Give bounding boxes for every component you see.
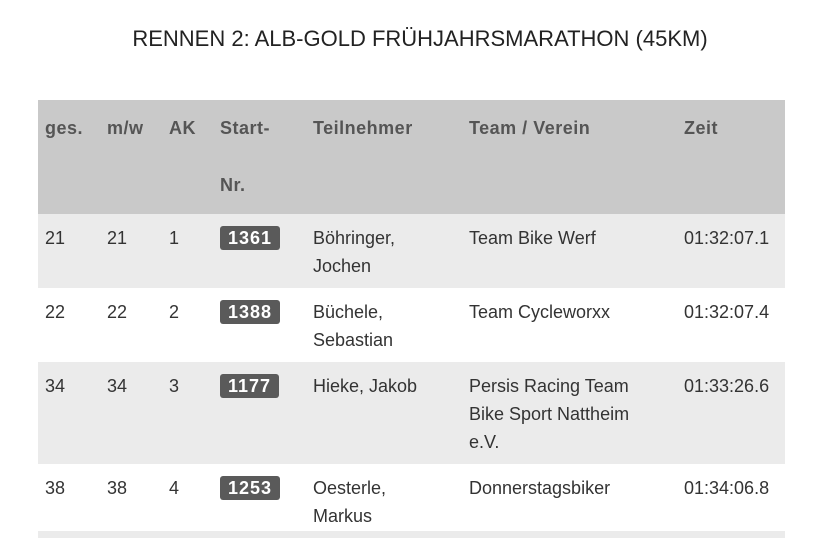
cell: 1 <box>162 214 213 288</box>
cell-text: Team Cycleworxx <box>469 302 611 322</box>
header-row: ges. m/w AK Start-Nr. Teilnehmer Team / Verei… <box>38 100 785 214</box>
column-header: Teilnehmer <box>306 100 462 214</box>
cell-text: Oesterle, Markus <box>313 478 387 526</box>
cell-text: 01:33:26.6 <box>684 376 770 396</box>
cell: 4 <box>162 464 213 538</box>
cell: 22 <box>100 288 162 362</box>
cell: 01:32:07.1 <box>677 214 785 288</box>
column-header: AK <box>162 100 213 214</box>
cell: 01:34:06.8 <box>677 464 785 538</box>
result-row: 38 38 4 1253 Oesterle, Markus Donnerstagsbike… <box>38 464 785 538</box>
header-text: Zeit <box>684 118 719 138</box>
cell-text: 2 <box>169 302 180 322</box>
cell-text: 21 <box>107 228 128 248</box>
cell: Oesterle, Markus <box>306 464 462 538</box>
start-number: 1253 <box>220 476 281 500</box>
cell-text: Donnerstagsbiker <box>469 478 611 498</box>
start-number: 1388 <box>220 300 281 324</box>
cell: 22 <box>38 288 100 362</box>
cell-text: Büchele, Sebastian <box>313 302 394 350</box>
column-header: Start-Nr. <box>213 100 306 214</box>
results-table: ges. m/w AK Start-Nr. Teilnehmer Team / Verei… <box>38 100 785 538</box>
cell: 3 <box>162 362 213 464</box>
cell: Team Cycleworxx <box>462 288 677 362</box>
cell-text: 22 <box>45 302 66 322</box>
cell: 38 <box>38 464 100 538</box>
cell-text: Hieke, Jakob <box>313 376 418 396</box>
header-text: Start-Nr. <box>220 118 271 195</box>
start-number: 1361 <box>220 226 281 250</box>
cell-text: 38 <box>107 478 128 498</box>
cell-text: 01:32:07.1 <box>684 228 770 248</box>
next-row <box>38 531 785 538</box>
start-number: 1177 <box>220 374 280 398</box>
column-header: Zeit <box>677 100 785 214</box>
cell-text: Persis Racing Team Bike Sport Nattheim e… <box>469 376 630 452</box>
cell: 1177 <box>213 362 306 464</box>
header-text: m/w <box>107 118 144 138</box>
cell: 1388 <box>213 288 306 362</box>
cell: 2 <box>162 288 213 362</box>
result-row: 34 34 3 1177 Hieke, Jakob Persis Racing Team … <box>38 362 785 464</box>
cell-text: 01:32:07.4 <box>684 302 770 322</box>
cell-text: 1 <box>169 228 180 248</box>
cell: 01:32:07.4 <box>677 288 785 362</box>
header-text: Team / Verein <box>469 118 591 138</box>
cell-text: Böhringer, Jochen <box>313 228 396 276</box>
cell: 01:33:26.6 <box>677 362 785 464</box>
header-text: AK <box>169 118 196 138</box>
cell: 38 <box>100 464 162 538</box>
cell-text: Team Bike Werf <box>469 228 596 248</box>
cell-text: 34 <box>45 376 66 396</box>
cell: 1253 <box>213 464 306 538</box>
column-header: Team / Verein <box>462 100 677 214</box>
result-row: 22 22 2 1388 Büchele, Sebastian Team Cyclewor… <box>38 288 785 362</box>
column-header: ges. <box>38 100 100 214</box>
cell-text: 4 <box>169 478 180 498</box>
cell: Büchele, Sebastian <box>306 288 462 362</box>
cell-text: 22 <box>107 302 128 322</box>
cell-text: 38 <box>45 478 66 498</box>
cell: Persis Racing Team Bike Sport Nattheim e… <box>462 362 677 464</box>
cell: Hieke, Jakob <box>306 362 462 464</box>
cell: 1361 <box>213 214 306 288</box>
cell-text: 34 <box>107 376 128 396</box>
cell: 21 <box>100 214 162 288</box>
result-row: 21 21 1 1361 Böhringer, Jochen Team Bike Werf… <box>38 214 785 288</box>
cell-text: 21 <box>45 228 66 248</box>
cell: Donnerstagsbiker <box>462 464 677 538</box>
cell-text: 01:34:06.8 <box>684 478 770 498</box>
cell: 34 <box>100 362 162 464</box>
race-title: RENNEN 2: ALB-GOLD FRÜHJAHRSMARATHON (45… <box>132 26 708 51</box>
cell: 34 <box>38 362 100 464</box>
header-text: Teilnehmer <box>313 118 413 138</box>
cell-text: 3 <box>169 376 180 396</box>
cell: Team Bike Werf <box>462 214 677 288</box>
cell: 21 <box>38 214 100 288</box>
table-body: 21 21 1 1361 Böhringer, Jochen Team Bike Werf… <box>38 214 785 538</box>
column-header: m/w <box>100 100 162 214</box>
cell: Böhringer, Jochen <box>306 214 462 288</box>
header-text: ges. <box>45 118 84 138</box>
